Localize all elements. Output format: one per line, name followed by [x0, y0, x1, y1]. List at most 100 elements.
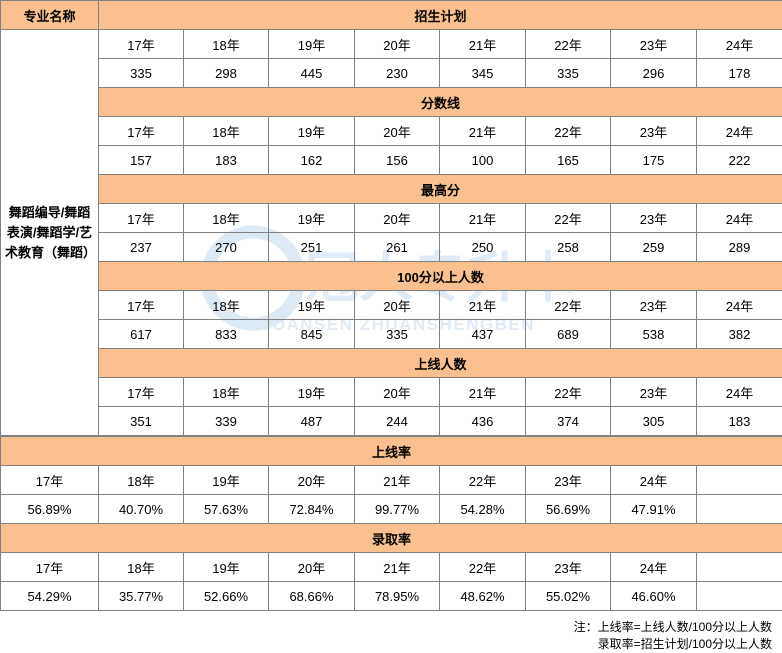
value-cell: 833: [184, 320, 269, 349]
year-cell: 21年: [440, 378, 526, 407]
year-cell: 17年: [99, 378, 184, 407]
section-title-pass-rate: 上线率: [1, 437, 782, 466]
value-cell: 382: [697, 320, 782, 349]
year-cell-spacer: [697, 466, 782, 495]
year-row-admission-plan: 舞蹈编导/舞蹈表演/舞蹈学/艺术教育（舞蹈） 17年 18年 19年 20年 2…: [1, 30, 782, 59]
value-cell: 244: [355, 407, 440, 436]
year-cell: 21年: [440, 30, 526, 59]
year-row-admit-rate: 17年 18年 19年 20年 21年 22年 23年 24年: [1, 553, 782, 582]
year-cell: 22年: [526, 204, 611, 233]
year-cell: 22年: [440, 466, 526, 495]
year-cell-spacer: [697, 553, 782, 582]
year-cell: 21年: [355, 466, 440, 495]
year-cell: 20年: [269, 466, 355, 495]
value-cell: 258: [526, 233, 611, 262]
year-cell: 22年: [440, 553, 526, 582]
value-cell: 100: [440, 146, 526, 175]
value-cell: 296: [611, 59, 697, 88]
year-cell: 18年: [184, 378, 269, 407]
year-cell: 20年: [355, 291, 440, 320]
year-cell: 21年: [440, 291, 526, 320]
section-row-score-line: 分数线: [1, 88, 782, 117]
value-cell: 56.69%: [526, 495, 611, 524]
year-cell: 20年: [355, 204, 440, 233]
year-cell: 19年: [184, 466, 269, 495]
admissions-table-lower: 上线率 17年 18年 19年 20年 21年 22年 23年 24年 56.8…: [0, 436, 782, 611]
year-cell: 18年: [99, 553, 184, 582]
year-cell: 18年: [184, 30, 269, 59]
year-cell: 21年: [440, 117, 526, 146]
section-title-highest-score: 最高分: [99, 175, 782, 204]
value-cell: 175: [611, 146, 697, 175]
year-cell: 17年: [99, 30, 184, 59]
year-cell: 22年: [526, 30, 611, 59]
year-cell: 17年: [1, 553, 99, 582]
value-cell: 261: [355, 233, 440, 262]
value-cell: 99.77%: [355, 495, 440, 524]
value-cell: 35.77%: [99, 582, 184, 611]
value-cell: 339: [184, 407, 269, 436]
year-cell: 19年: [269, 117, 355, 146]
year-cell: 18年: [184, 117, 269, 146]
note-admit-rate-formula: 录取率=招生计划/100分以上人数: [0, 636, 772, 653]
section-title-admit-rate: 录取率: [1, 524, 782, 553]
year-cell: 23年: [526, 553, 611, 582]
value-row-admit-rate: 54.29% 35.77% 52.66% 68.66% 78.95% 48.62…: [1, 582, 782, 611]
value-cell: 351: [99, 407, 184, 436]
value-cell: 157: [99, 146, 184, 175]
section-row-pass-rate: 上线率: [1, 437, 782, 466]
year-cell: 23年: [611, 204, 697, 233]
year-cell: 19年: [269, 204, 355, 233]
value-cell: 57.63%: [184, 495, 269, 524]
year-cell: 19年: [269, 378, 355, 407]
year-cell: 22年: [526, 378, 611, 407]
value-cell: 270: [184, 233, 269, 262]
value-cell: 178: [697, 59, 782, 88]
value-row-score-line: 157 183 162 156 100 165 175 222: [1, 146, 782, 175]
year-cell: 24年: [697, 117, 782, 146]
year-cell: 19年: [184, 553, 269, 582]
note-pass-rate-formula: 注：上线率=上线人数/100分以上人数: [0, 619, 772, 636]
value-cell: 165: [526, 146, 611, 175]
value-cell: 47.91%: [611, 495, 697, 524]
value-cell: 289: [697, 233, 782, 262]
year-cell: 20年: [355, 30, 440, 59]
year-cell: 17年: [99, 117, 184, 146]
value-cell: 335: [355, 320, 440, 349]
value-cell: 40.70%: [99, 495, 184, 524]
value-cell: 250: [440, 233, 526, 262]
year-row-pass-rate: 17年 18年 19年 20年 21年 22年 23年 24年: [1, 466, 782, 495]
value-row-passed-count: 351 339 487 244 436 374 305 183: [1, 407, 782, 436]
value-cell: 156: [355, 146, 440, 175]
year-cell: 24年: [611, 553, 697, 582]
section-title-admission-plan: 招生计划: [99, 1, 782, 30]
section-title-score-line: 分数线: [99, 88, 782, 117]
year-row-highest-score: 17年 18年 19年 20年 21年 22年 23年 24年: [1, 204, 782, 233]
value-cell: 251: [269, 233, 355, 262]
year-cell: 17年: [99, 291, 184, 320]
notes-block: 注：上线率=上线人数/100分以上人数 录取率=招生计划/100分以上人数: [0, 611, 782, 653]
value-cell: 46.60%: [611, 582, 697, 611]
value-cell: 54.28%: [440, 495, 526, 524]
year-cell: 22年: [526, 117, 611, 146]
value-cell-spacer: [697, 582, 782, 611]
value-cell: 298: [184, 59, 269, 88]
year-cell: 24年: [611, 466, 697, 495]
value-cell: 445: [269, 59, 355, 88]
value-cell: 183: [697, 407, 782, 436]
year-cell: 20年: [269, 553, 355, 582]
value-cell: 52.66%: [184, 582, 269, 611]
value-cell: 436: [440, 407, 526, 436]
year-cell: 23年: [611, 30, 697, 59]
year-row-score-line: 17年 18年 19年 20年 21年 22年 23年 24年: [1, 117, 782, 146]
section-row-admit-rate: 录取率: [1, 524, 782, 553]
value-cell: 689: [526, 320, 611, 349]
year-cell: 23年: [611, 378, 697, 407]
section-title-passed-count: 上线人数: [99, 349, 782, 378]
section-row-passed-count: 上线人数: [1, 349, 782, 378]
value-cell: 374: [526, 407, 611, 436]
value-row-admission-plan: 335 298 445 230 345 335 296 178: [1, 59, 782, 88]
year-cell: 18年: [99, 466, 184, 495]
year-cell: 18年: [184, 204, 269, 233]
value-cell: 54.29%: [1, 582, 99, 611]
